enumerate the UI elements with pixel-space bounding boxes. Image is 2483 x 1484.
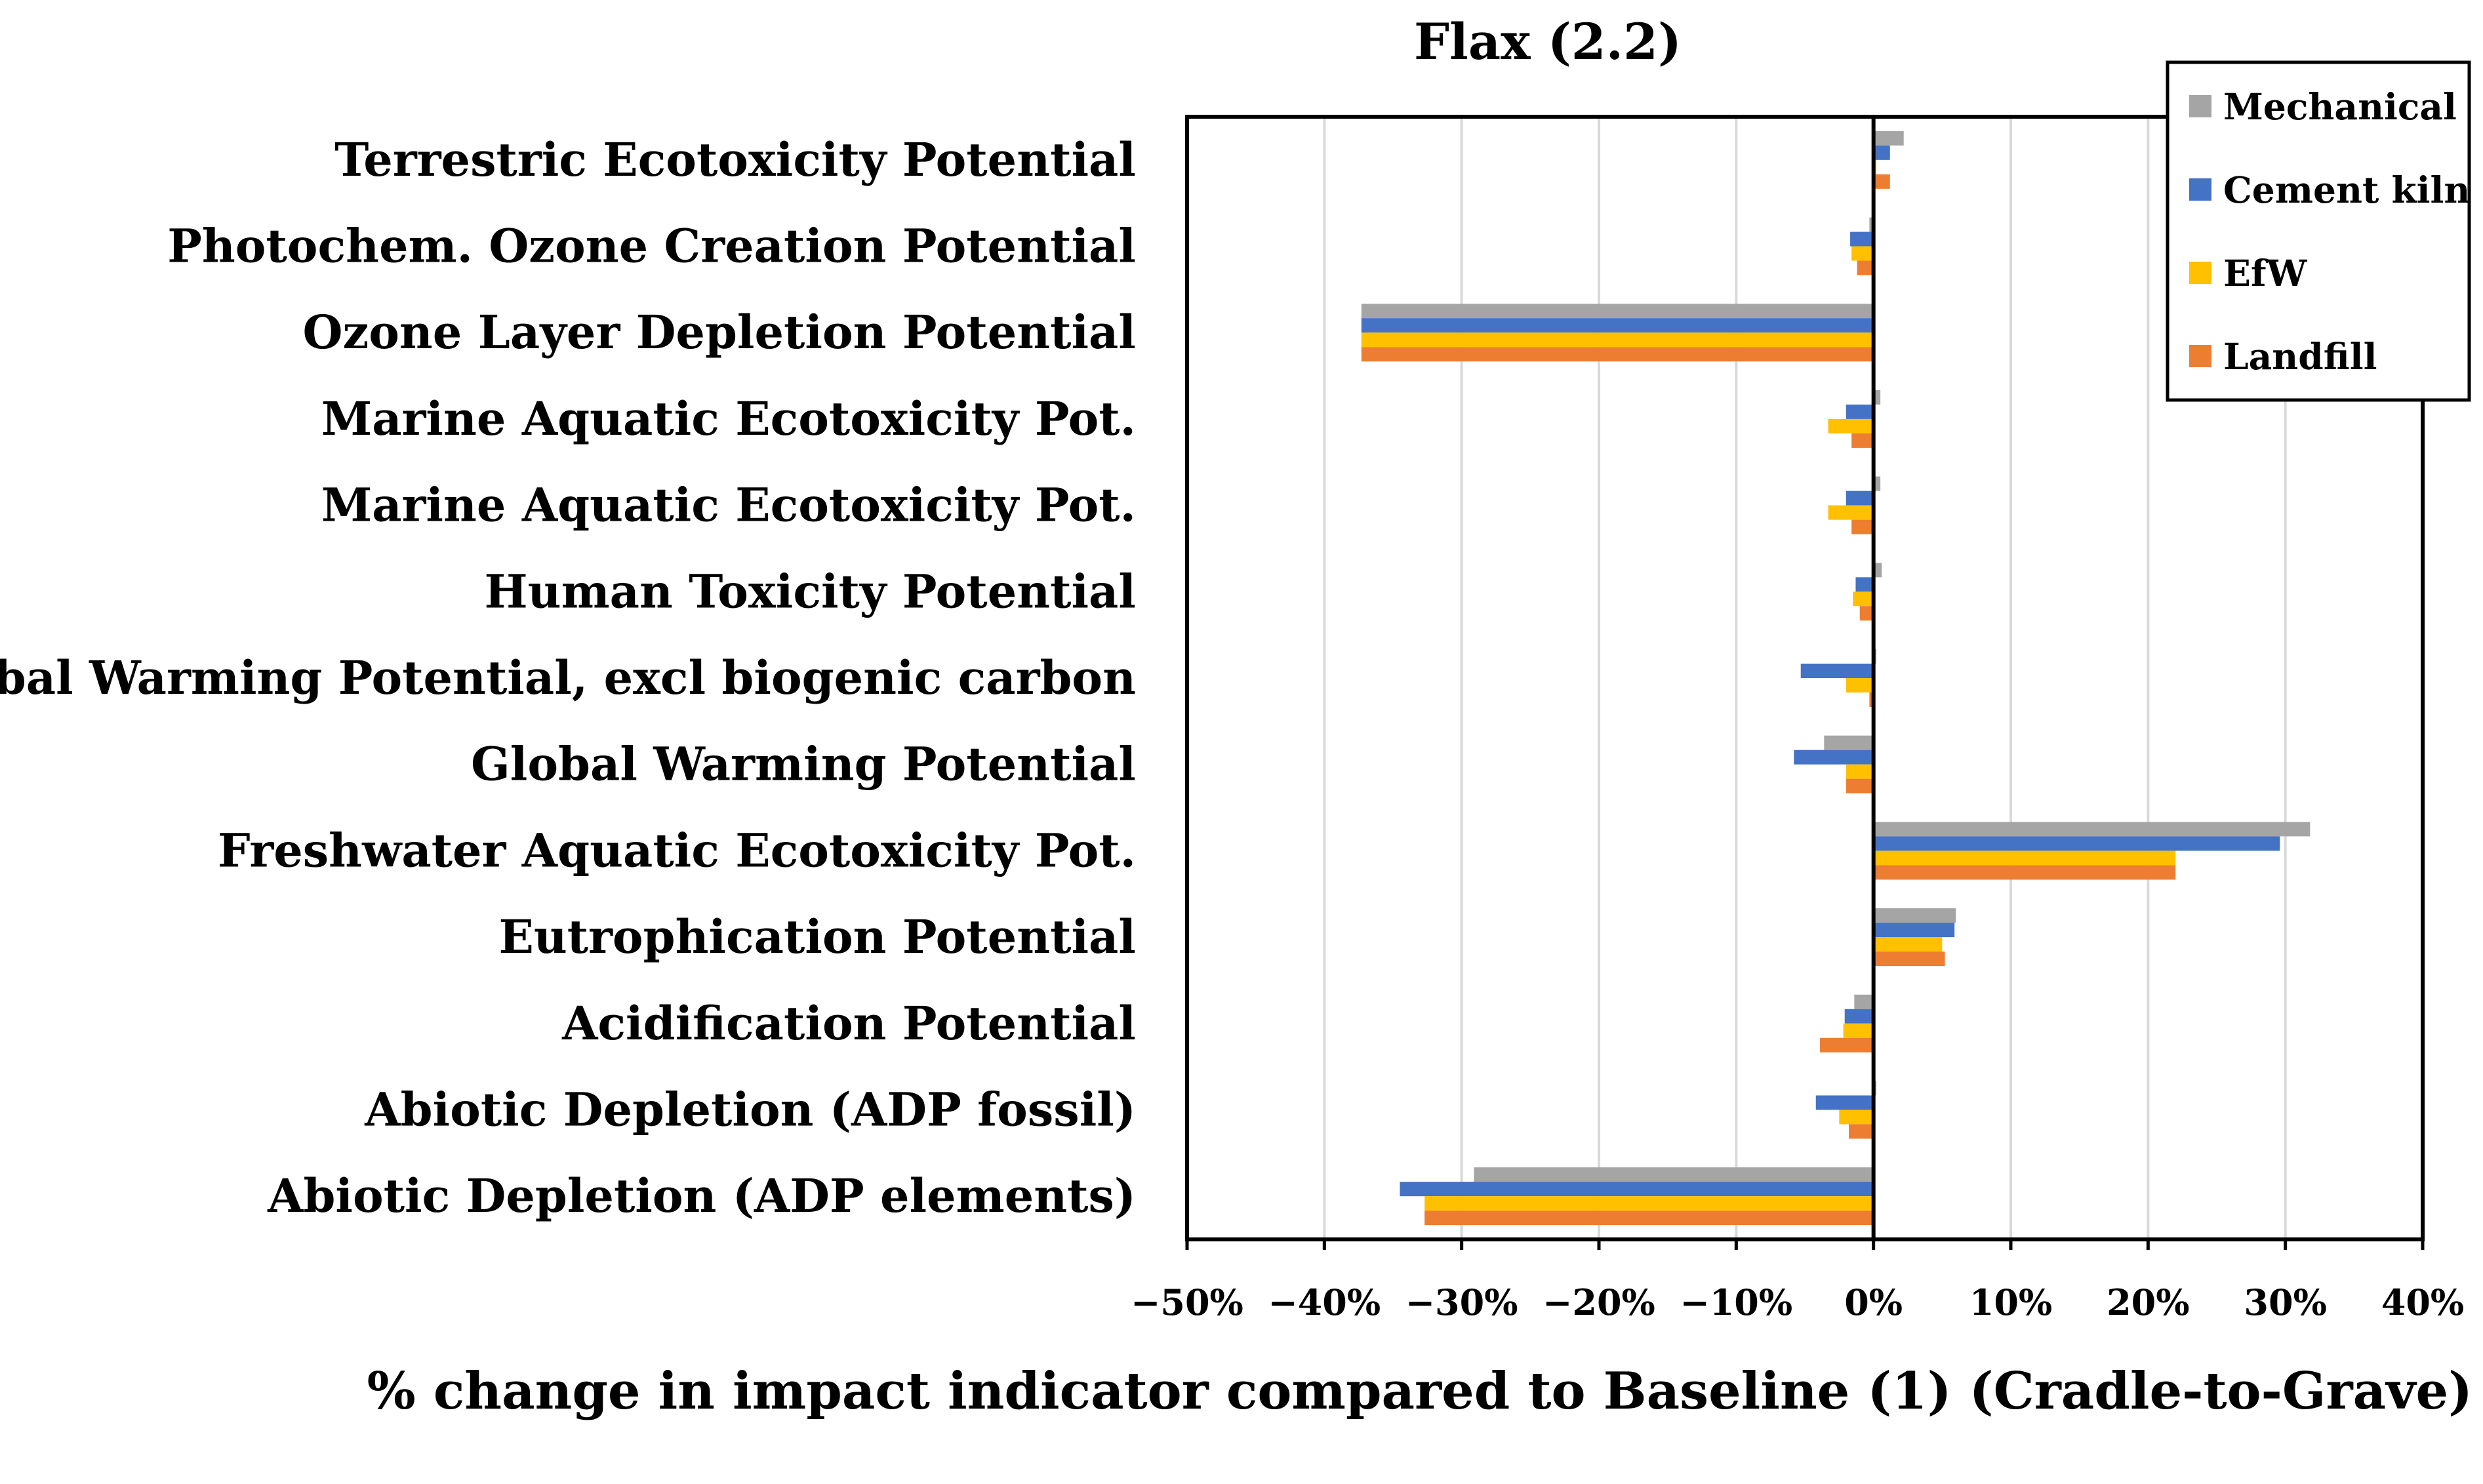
x-tick-label: 40%: [2381, 1281, 2464, 1323]
legend-label: Cement kiln: [2223, 169, 2470, 211]
tick-labels: −50% −40% −30% −20% −10% 0% 10% 20% 30% 40%: [1131, 1281, 2464, 1323]
bar-landfill: [1873, 865, 2176, 880]
bar-landfill: [1848, 1124, 1874, 1139]
bar-efw: [1843, 1023, 1874, 1038]
category-label: Terrestric Ecotoxicity Potential: [334, 132, 1136, 187]
category-label: Freshwater Aquatic Ecotoxicity Pot.: [218, 823, 1136, 877]
bar-mechanical: [1873, 822, 2311, 837]
bar-cement-kiln: [1794, 750, 1874, 765]
bar-cement-kiln: [1400, 1182, 1874, 1197]
bar-efw: [1873, 851, 2176, 866]
bar-mechanical: [1854, 994, 1874, 1009]
bar-efw: [1846, 678, 1874, 692]
category-label: Ozone Layer Depletion Potential: [302, 305, 1136, 359]
bar-efw: [1853, 592, 1874, 607]
bar-mechanical: [1873, 908, 1956, 923]
plot-frame: [1185, 115, 2425, 1241]
axes: [1185, 115, 2425, 1250]
bar-cement-kiln: [1873, 145, 1890, 160]
bar-mechanical: [1361, 304, 1874, 319]
bar-landfill: [1851, 433, 1874, 448]
category-label: Global Warming Potential: [471, 737, 1136, 792]
legend-swatch-landfill: [2189, 345, 2211, 367]
category-label: Marine Aquatic Ecotoxicity Pot.: [321, 391, 1136, 446]
x-tick-label: −40%: [1268, 1281, 1381, 1323]
bars: [1361, 130, 2311, 1226]
x-axis-title: % change in impact indicator compared to…: [367, 1361, 2473, 1421]
category-label: Photochem. Ozone Creation Potential: [167, 219, 1136, 273]
legend: Mechanical Cement kiln EfW Landfill: [2166, 60, 2471, 402]
category-label: Marine Aquatic Ecotoxicity Pot.: [321, 478, 1136, 532]
legend-label: Mechanical: [2223, 85, 2457, 128]
x-tick-label: 20%: [2107, 1281, 2189, 1323]
legend-frame: [2166, 60, 2471, 402]
legend-label: Landfill: [2223, 335, 2377, 378]
x-tick-label: −20%: [1543, 1281, 1655, 1323]
bar-efw: [1873, 937, 1943, 952]
bar-cement-kiln: [1855, 577, 1874, 592]
bar-cement-kiln: [1800, 664, 1874, 678]
legend-swatch-mechanical: [2189, 95, 2211, 117]
bar-cement-kiln: [1844, 1009, 1874, 1024]
legend-swatch-efw: [2189, 262, 2211, 284]
bar-efw: [1851, 246, 1874, 261]
bar-mechanical: [1824, 735, 1874, 750]
bar-cement-kiln: [1873, 836, 2280, 851]
category-label: Acidification Potential: [561, 996, 1136, 1051]
bar-landfill: [1851, 519, 1874, 534]
bar-efw: [1424, 1196, 1874, 1211]
category-label: Abiotic Depletion (ADP elements): [267, 1169, 1136, 1223]
bar-landfill: [1873, 174, 1890, 189]
bar-mechanical: [1873, 130, 1904, 146]
bar-mechanical: [1474, 1167, 1874, 1182]
bar-landfill: [1869, 692, 1874, 707]
bar-landfill: [1857, 260, 1874, 275]
bar-landfill: [1820, 1037, 1874, 1053]
category-labels: Terrestric Ecotoxicity Potential Photoche…: [0, 132, 1136, 1223]
bar-cement-kiln: [1873, 923, 1955, 938]
x-tick-label: 0%: [1844, 1281, 1903, 1323]
bar-mechanical: [1869, 217, 1874, 232]
x-tick-label: −50%: [1131, 1281, 1243, 1323]
bar-efw: [1846, 764, 1874, 779]
bar-mechanical: [1873, 476, 1881, 491]
x-tick-label: 30%: [2244, 1281, 2326, 1323]
x-tick-label: 10%: [1969, 1281, 2052, 1323]
bar-efw: [1361, 332, 1874, 348]
bar-cement-kiln: [1815, 1095, 1874, 1110]
bar-landfill: [1424, 1211, 1874, 1226]
x-tick-label: −10%: [1680, 1281, 1792, 1323]
category-label: Eutrophication Potential: [498, 910, 1136, 964]
bar-cement-kiln: [1846, 491, 1874, 506]
bar-landfill: [1873, 952, 1945, 967]
bar-cement-kiln: [1361, 318, 1874, 333]
bar-efw: [1828, 505, 1874, 520]
chart-title: Flax (2.2): [1414, 12, 1682, 71]
bar-landfill: [1846, 778, 1874, 793]
category-label: Human Toxicity Potential: [485, 564, 1136, 618]
bar-efw: [1839, 1110, 1874, 1125]
bar-landfill: [1361, 347, 1874, 362]
legend-label: EfW: [2223, 252, 2308, 294]
bar-mechanical: [1873, 563, 1882, 578]
bar-efw: [1828, 418, 1874, 433]
bar-mechanical: [1873, 390, 1881, 405]
category-label: Global Warming Potential, excl biogenic …: [0, 651, 1136, 705]
bar-cement-kiln: [1850, 231, 1874, 247]
x-tick-label: −30%: [1405, 1281, 1518, 1323]
bar-landfill: [1859, 606, 1874, 621]
legend-swatch-cement-kiln: [2189, 178, 2211, 201]
category-label: Abiotic Depletion (ADP fossil): [364, 1082, 1136, 1136]
bar-cement-kiln: [1846, 404, 1874, 419]
